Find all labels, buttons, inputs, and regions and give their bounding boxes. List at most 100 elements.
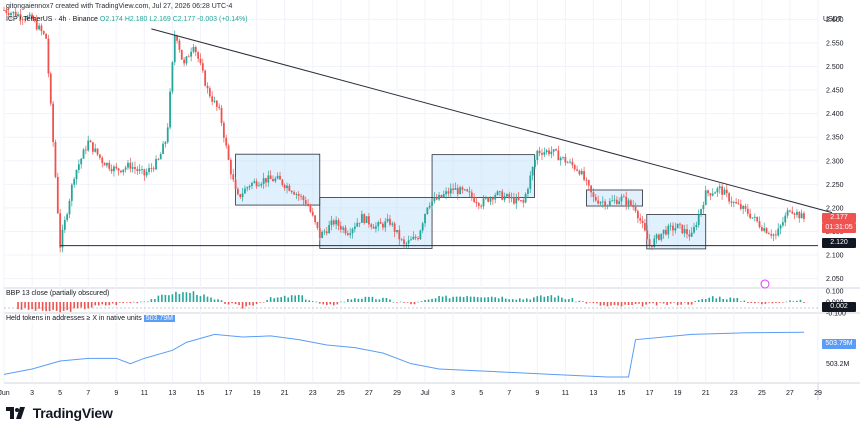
osc-bar	[582, 301, 584, 302]
candle-body	[527, 188, 529, 194]
candle-body	[405, 243, 408, 245]
candle-body	[52, 103, 55, 142]
candle-body	[674, 228, 677, 231]
candle-body	[552, 149, 555, 152]
osc-bar	[655, 302, 658, 306]
candle-body	[651, 245, 653, 247]
time-tick-label: 27	[786, 390, 794, 397]
candle-body	[646, 230, 649, 240]
osc-bar	[322, 302, 325, 305]
candle-body	[421, 223, 424, 231]
candle-body	[534, 159, 536, 168]
osc-bar	[241, 302, 244, 309]
osc-bar	[533, 297, 535, 302]
candle-body	[660, 233, 663, 240]
osc-bar	[168, 295, 170, 302]
osc-bar	[445, 295, 447, 302]
tradingview-logo[interactable]: TradingView	[6, 405, 113, 421]
candle-body	[716, 188, 719, 193]
osc-bar	[676, 302, 679, 306]
candle-body	[484, 197, 487, 199]
osc-bar	[185, 292, 188, 302]
candle-body	[344, 227, 347, 234]
osc-bar	[803, 302, 805, 303]
candle-body	[608, 201, 611, 206]
osc-bar	[382, 297, 384, 302]
candle-body	[323, 231, 326, 233]
osc-bar	[403, 302, 405, 303]
candle-body	[426, 207, 429, 214]
candle-body	[515, 197, 518, 204]
candle-body	[106, 162, 108, 166]
candle-body	[159, 154, 162, 160]
candle-body	[190, 51, 193, 57]
candle-body	[730, 201, 733, 203]
candle-body	[676, 223, 679, 229]
osc-bar	[361, 298, 363, 302]
osc-bar	[599, 302, 602, 306]
candle-body	[365, 216, 368, 223]
candle-body	[737, 203, 740, 205]
candle-body	[786, 210, 789, 216]
candle-body	[796, 211, 798, 215]
candle-body	[337, 220, 340, 226]
osc-bar	[617, 302, 619, 306]
candle-body	[82, 149, 85, 159]
candle-body	[636, 210, 639, 219]
osc-bar	[427, 299, 430, 302]
candle-body	[56, 176, 59, 214]
osc-bar	[431, 298, 433, 302]
osc-bar	[396, 302, 398, 303]
candle-body	[122, 169, 125, 173]
osc-bar	[24, 302, 26, 308]
osc-bar	[283, 295, 286, 302]
osc-bar	[459, 296, 461, 302]
candle-body	[707, 190, 709, 194]
osc-bar	[641, 302, 644, 307]
candle-body	[522, 200, 525, 203]
osc-bar	[515, 299, 518, 302]
osc-bar	[87, 302, 90, 309]
range-box	[431, 154, 535, 198]
candle-body	[349, 233, 352, 235]
candle-body	[120, 170, 122, 173]
osc-bar	[525, 298, 528, 302]
time-tick-label: 5	[479, 390, 483, 397]
candle-body	[524, 193, 527, 203]
osc-bar	[518, 298, 521, 302]
candle-body	[433, 197, 436, 202]
candle-body	[494, 194, 497, 200]
osc-bar	[662, 302, 665, 304]
osc-bar	[385, 298, 388, 302]
candle-body	[545, 150, 548, 153]
osc-bar	[20, 302, 23, 310]
osc-bar	[104, 302, 107, 306]
candle-body	[332, 220, 335, 225]
osc-bar	[417, 301, 419, 303]
candle-body	[644, 223, 646, 231]
osc-bar	[645, 302, 647, 305]
osc-bar	[301, 295, 304, 302]
osc-bar	[276, 297, 279, 302]
candle-body	[227, 145, 230, 160]
candle-body	[473, 197, 476, 202]
osc-bar	[768, 302, 770, 303]
candle-body	[300, 195, 302, 197]
candle-body	[164, 142, 167, 144]
candle-body	[800, 213, 803, 219]
candle-body	[662, 229, 665, 234]
candle-body	[239, 194, 242, 197]
osc-bar	[357, 298, 360, 302]
candle-body	[31, 14, 33, 20]
candle-body	[187, 56, 190, 58]
osc-bar	[613, 302, 616, 306]
candle-body	[183, 59, 186, 64]
candle-body	[89, 140, 92, 143]
osc-tick-label: 0.100	[826, 289, 844, 296]
candle-body	[679, 223, 681, 225]
candle-body	[531, 167, 534, 176]
candle-body	[683, 229, 686, 234]
candle-body	[77, 164, 80, 170]
osc-bar	[648, 302, 651, 304]
candle-body	[798, 211, 801, 219]
